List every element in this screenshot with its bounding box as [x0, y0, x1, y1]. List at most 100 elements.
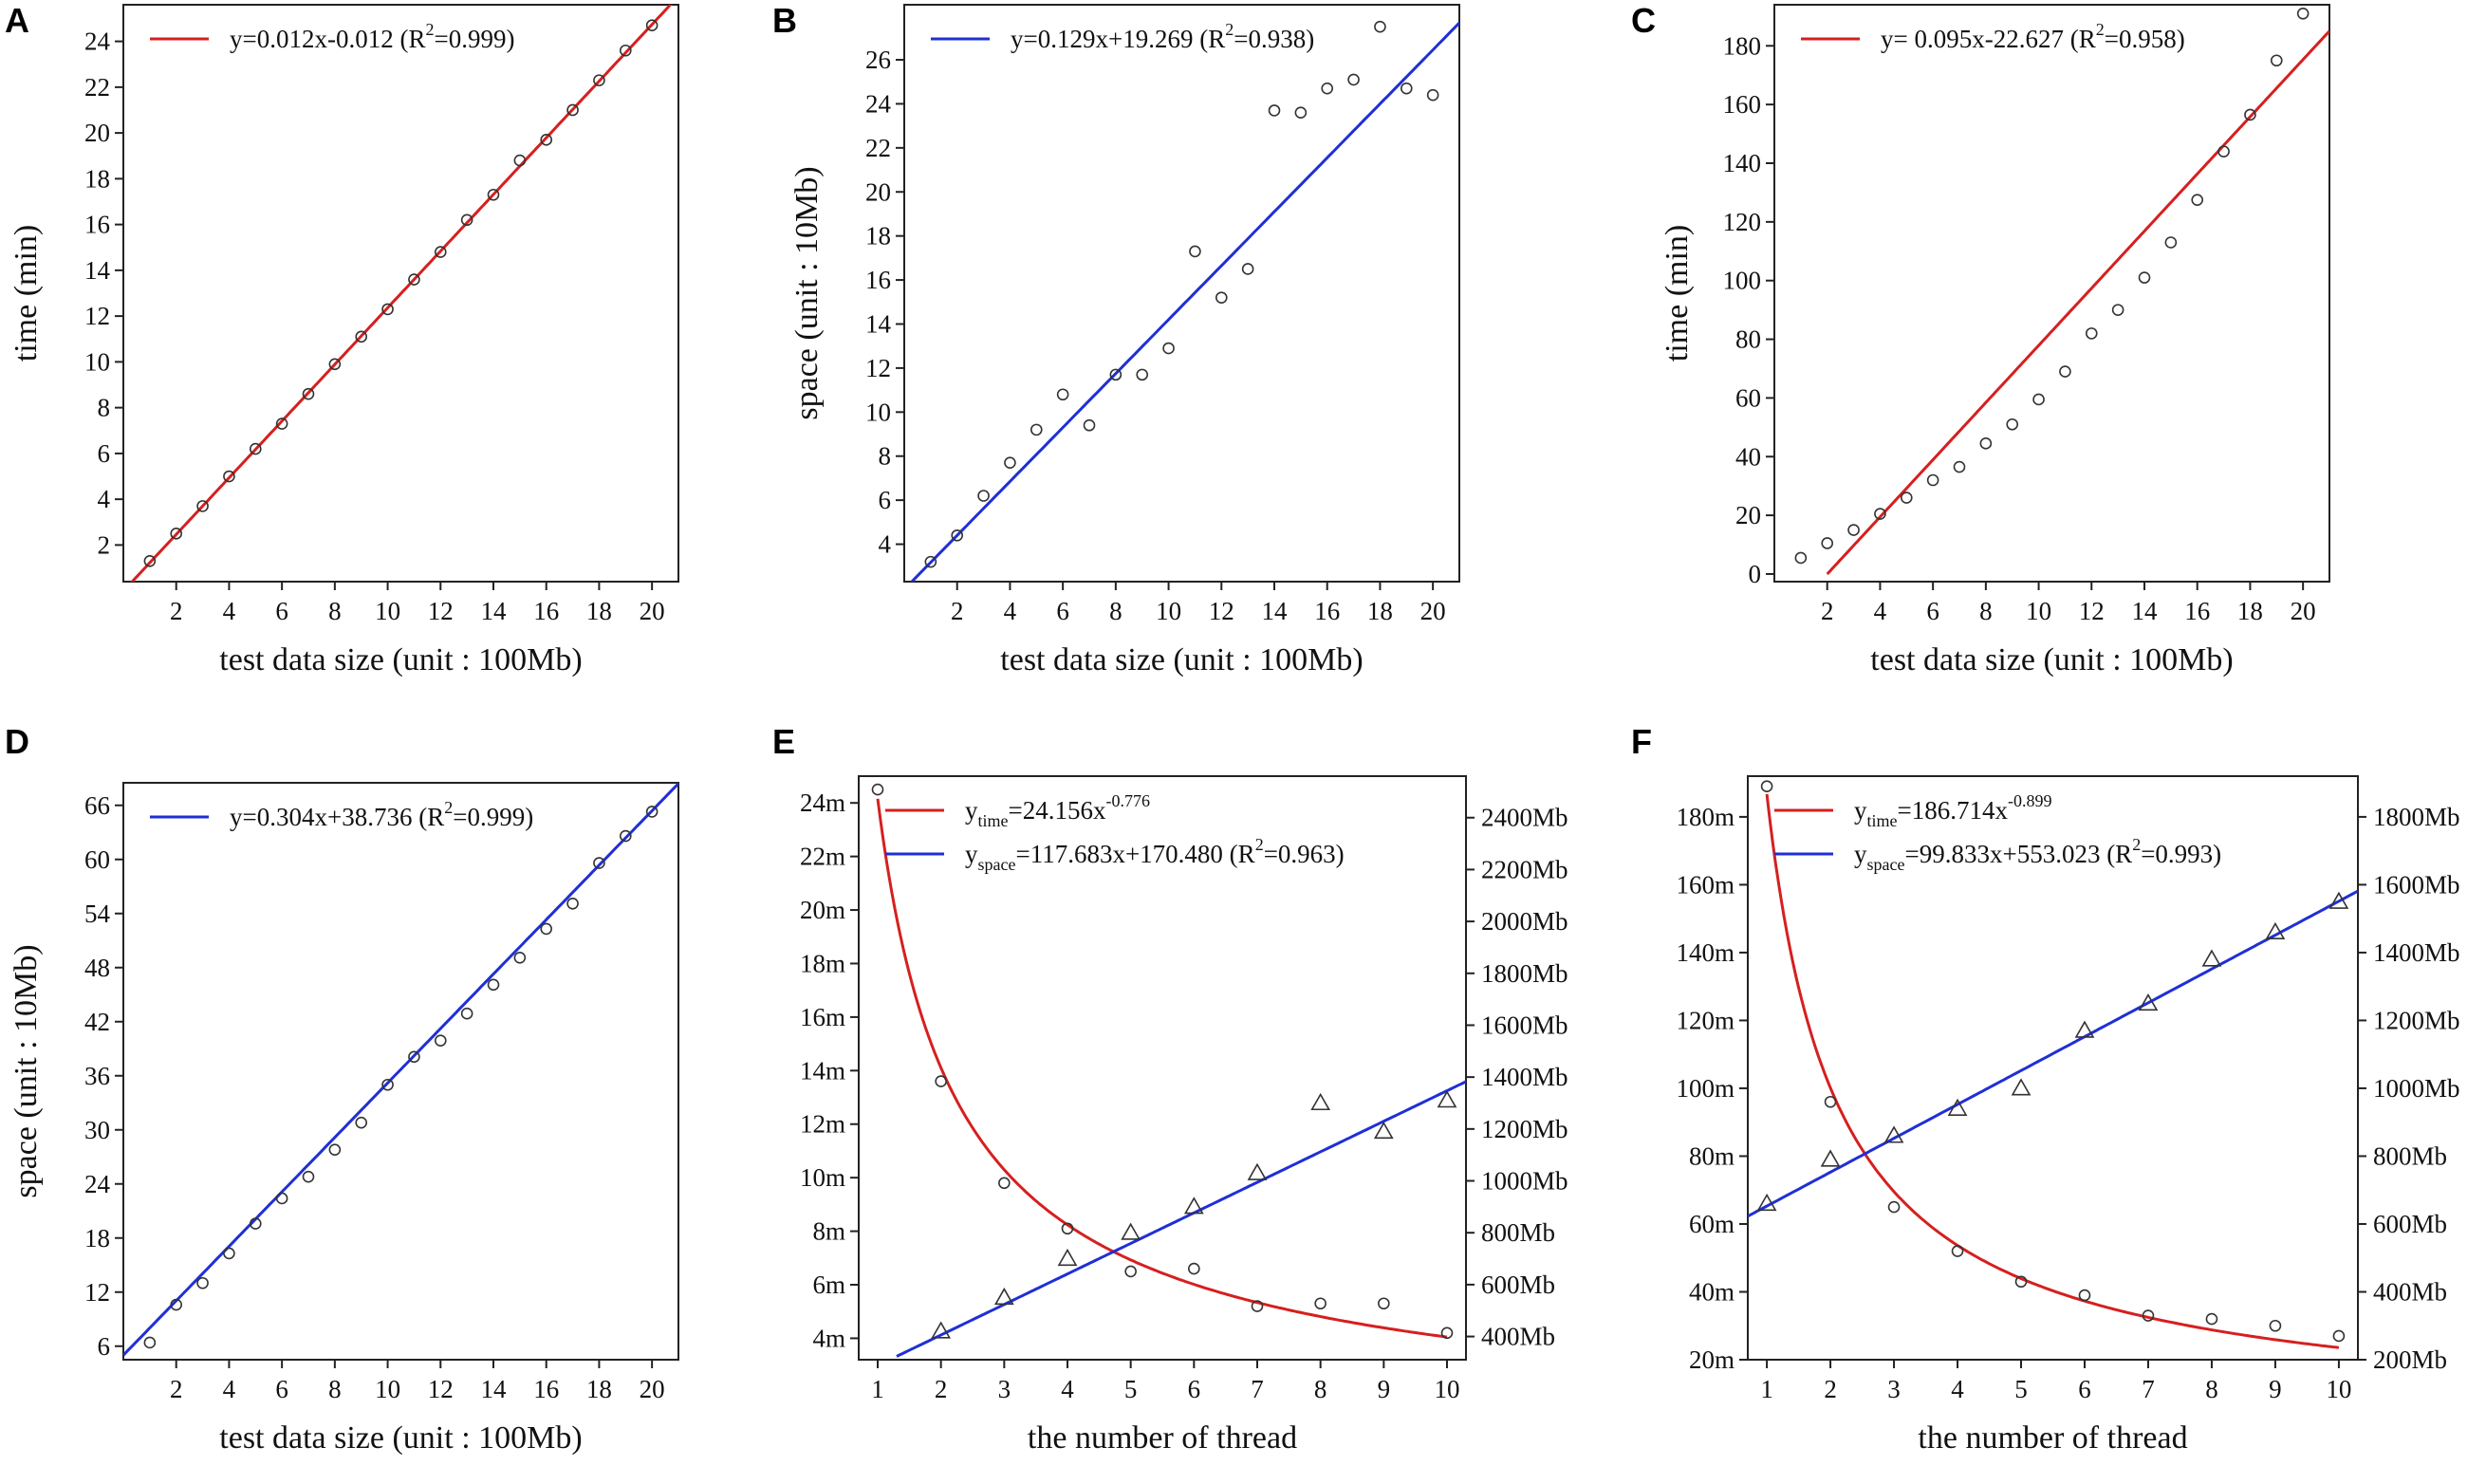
- data-point-space: [931, 1321, 952, 1339]
- legend-tail: =99.833x+553.023 (R: [1904, 840, 2132, 868]
- y-tick-label: 60m: [1689, 1210, 1735, 1238]
- legend-entry: ytime=186.714x-0.899: [1854, 791, 2051, 830]
- y-tick-label: 22: [84, 73, 110, 102]
- y-tick-label: 100m: [1676, 1074, 1735, 1103]
- panel-a: A2 4 6 8 10 12 14 16 18 2024681012141618202224tes…: [5, 1, 679, 677]
- x-tick-label: 8: [328, 597, 342, 625]
- x-tick-label: 6: [1926, 597, 1939, 625]
- y-tick-label: 16: [84, 211, 110, 239]
- y2-tick-label: 1800Mb: [1481, 959, 1568, 988]
- x-tick-label: 2: [170, 1375, 183, 1403]
- data-point-time: [1378, 1297, 1390, 1310]
- data-point-time: [302, 387, 315, 400]
- data-point-time: [593, 74, 605, 86]
- y-tick-label: 14m: [800, 1056, 845, 1085]
- data-point-time: [249, 442, 262, 455]
- data-point-time: [2142, 1309, 2155, 1322]
- data-point-space: [487, 978, 500, 992]
- x-tick-label: 2: [935, 1375, 948, 1403]
- y-tick-label: 42: [84, 1008, 110, 1036]
- data-point-space: [1056, 388, 1069, 401]
- data-point-space: [1004, 456, 1016, 469]
- data-point-space: [2328, 891, 2349, 909]
- x-tick-label: 12: [428, 597, 454, 625]
- data-point-space: [2011, 1078, 2031, 1096]
- fit-line-space: [123, 783, 678, 1357]
- y-tick-label: 10: [865, 398, 891, 426]
- x-tick-label: 9: [2269, 1375, 2282, 1403]
- data-point-time: [1874, 508, 1886, 520]
- panel-c: C 2 4 6 8 10 12 14 16 18 20 0 20 40 60 80 100 120 140 160 18…: [1631, 1, 2330, 677]
- y-tick-label: 18: [84, 1224, 110, 1252]
- legend-tail: =0.938): [1234, 25, 1314, 53]
- legend-label: y=0.304x+38.736 (R: [230, 803, 444, 831]
- data-point-time: [1887, 1200, 1901, 1214]
- y-tick-label: 2: [98, 530, 111, 559]
- y-tick-label: 48: [84, 954, 110, 982]
- y-tick-label: 120m: [1676, 1006, 1735, 1034]
- data-point-time: [2270, 54, 2283, 67]
- data-point-space: [143, 1336, 157, 1349]
- x-tick-label: 20: [2291, 597, 2316, 625]
- legend-label: y: [1854, 840, 1867, 868]
- x-tick-label: 14: [481, 1375, 508, 1403]
- y-tick-label: 60: [84, 845, 110, 874]
- y-tick-label: 6m: [812, 1271, 845, 1299]
- data-point-space: [977, 490, 990, 502]
- plot-frame: [122, 782, 679, 1361]
- y-tick-label: 18: [865, 222, 891, 250]
- data-point-space: [1162, 342, 1175, 355]
- data-point-space: [170, 1298, 183, 1311]
- y-tick-label: 24m: [800, 788, 845, 817]
- y2-tick-label: 1600Mb: [1481, 1011, 1568, 1039]
- x-tick-label: 10: [2326, 1375, 2351, 1403]
- data-point-space: [1247, 1162, 1268, 1180]
- data-point-space: [1400, 82, 1413, 95]
- data-point-space: [1136, 368, 1149, 381]
- y-tick-label: 0: [1749, 560, 1762, 588]
- y-tick-label: 20: [1735, 501, 1761, 529]
- data-point-space: [328, 1143, 342, 1156]
- data-point-time: [2032, 393, 2045, 406]
- data-point-time: [2269, 1319, 2282, 1332]
- data-point-time: [2244, 108, 2256, 121]
- legend-label: y= 0.095x-22.627 (R: [1881, 25, 2096, 53]
- legend-sub: space: [978, 855, 1016, 874]
- data-point-time: [540, 134, 553, 146]
- y2-tick-label: 600Mb: [1481, 1271, 1555, 1299]
- data-point-time: [1951, 1245, 1964, 1257]
- data-point-space: [1083, 418, 1096, 432]
- panel-letter: F: [1631, 722, 1652, 761]
- fit-line-space: [1748, 889, 2358, 1218]
- data-point-space: [513, 951, 527, 964]
- panel-e: E 1 2 3 4 5 6 7 8 9 10 4m 6m 8m 10m 12m 14m 16m 18m 20m 22m 2…: [772, 722, 1568, 1456]
- y-tick-label: 12: [84, 1278, 110, 1307]
- x-tick-label: 8: [2205, 1375, 2218, 1403]
- plot-frame: [122, 4, 679, 583]
- legend-tail2: =0.993): [2141, 840, 2221, 868]
- data-point-space: [1310, 1092, 1331, 1111]
- panel-letter: C: [1631, 1, 1656, 40]
- data-point-time: [1847, 524, 1860, 536]
- x-tick-label: 8: [1109, 597, 1122, 625]
- data-point-time: [871, 783, 884, 796]
- y2-tick-label: 1000Mb: [1481, 1167, 1568, 1196]
- x-tick-label: 14: [481, 597, 508, 625]
- fit-line-time: [876, 798, 1448, 1339]
- y-tick-label: 40: [1735, 442, 1761, 471]
- data-point-time: [1188, 1262, 1200, 1275]
- data-point-time: [328, 358, 342, 371]
- y2-tick-label: 1000Mb: [2373, 1074, 2460, 1103]
- data-point-time: [2138, 271, 2151, 284]
- x-tick-label: 20: [1420, 597, 1446, 625]
- x-tick-label: 16: [2184, 597, 2210, 625]
- data-point-space: [355, 1116, 368, 1129]
- x-tick-label: 20: [640, 1375, 665, 1403]
- data-point-time: [170, 528, 183, 540]
- data-point-time: [2059, 365, 2071, 378]
- data-point-time: [355, 330, 368, 343]
- legend-entry: y= 0.095x-22.627 (R2=0.958): [1881, 20, 2185, 53]
- legend-entry: yspace=99.833x+553.023 (R2=0.993): [1854, 835, 2221, 874]
- data-point-space: [275, 1192, 288, 1205]
